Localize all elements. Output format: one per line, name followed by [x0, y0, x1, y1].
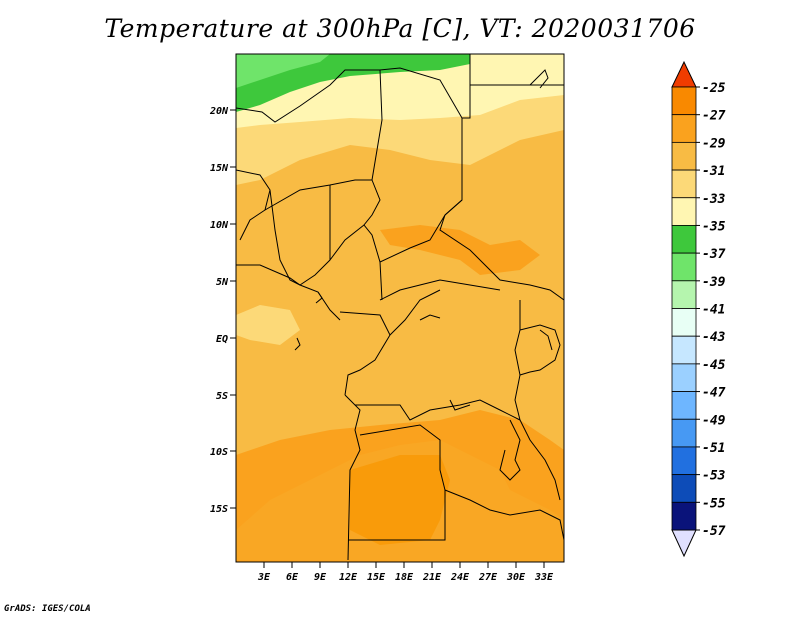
- colorbar-swatch: [671, 474, 697, 503]
- lon-label-27e: 27E: [478, 572, 498, 583]
- country-borders: [236, 54, 564, 561]
- field-patch-29-center: [380, 225, 540, 275]
- lon-label-9e: 9E: [314, 572, 327, 583]
- colorbar-label: -41: [702, 303, 725, 318]
- colorbar: -25 -27 -29 -31 -33 -35 -37 -39 -41 -43 -45 -47 -49 -…: [671, 60, 726, 558]
- colorbar-label: -57: [702, 524, 726, 539]
- colorbar-label: -29: [702, 136, 726, 151]
- lon-axis: 3E 6E 9E 12E 15E 18E 21E 24E 27E 30E 33E: [257, 562, 554, 583]
- colorbar-swatch: [671, 141, 697, 171]
- lon-label-21e: 21E: [422, 572, 442, 583]
- colorbar-swatch: [671, 280, 697, 309]
- lon-label-33e: 33E: [534, 572, 554, 583]
- colorbar-swatch: [671, 418, 697, 448]
- colorbar-top-arrow: [671, 60, 697, 88]
- colorbar-swatch: [671, 114, 697, 143]
- colorbar-label: -45: [702, 358, 726, 373]
- lat-label-20n: 20N: [209, 106, 229, 117]
- colorbar-swatch: [671, 335, 697, 365]
- lon-label-12e: 12E: [339, 572, 358, 583]
- lon-label-24e: 24E: [450, 572, 470, 583]
- colorbar-label: -43: [702, 330, 726, 345]
- colorbar-label: -25: [702, 81, 726, 96]
- colorbar-swatch: [671, 225, 697, 254]
- chart-title: Temperature at 300hPa [C], VT: 202003170…: [104, 14, 696, 43]
- lat-label-15n: 15N: [210, 163, 229, 174]
- grads-credit: GrADS: IGES/COLA: [4, 604, 91, 614]
- lon-label-6e: 6E: [286, 572, 299, 583]
- colorbar-label: -47: [702, 386, 726, 401]
- colorbar-swatch: [671, 197, 697, 226]
- colorbar-swatch: [671, 391, 697, 420]
- colorbar-swatch: [671, 446, 697, 476]
- colorbar-swatch: [671, 169, 697, 199]
- lat-label-5n: 5N: [216, 277, 229, 288]
- field-band-39: [236, 54, 330, 88]
- map-frame: [235, 53, 565, 563]
- colorbar-label: -37: [702, 247, 726, 262]
- lon-label-18e: 18E: [395, 572, 414, 583]
- lon-label-30e: 30E: [506, 572, 526, 583]
- colorbar-label: -49: [702, 413, 726, 428]
- colorbar-bottom-arrow: [671, 529, 697, 558]
- colorbar-label: -39: [702, 275, 726, 290]
- lat-label-10s: 10S: [210, 447, 228, 458]
- colorbar-swatch: [671, 308, 697, 337]
- lat-label-10n: 10N: [210, 220, 229, 231]
- colorbar-label: -31: [702, 164, 725, 179]
- lat-axis: 20N 15N 10N 5N EQ 5S 10S 15S: [209, 106, 236, 515]
- field-patch-27: [350, 455, 450, 545]
- colorbar-label: -35: [702, 219, 726, 234]
- field-patch-33-west: [236, 305, 300, 345]
- colorbar-label: -51: [702, 441, 725, 456]
- colorbar-label: -53: [702, 469, 726, 484]
- colorbar-swatch: [671, 501, 697, 531]
- lat-label-5s: 5S: [216, 391, 228, 402]
- colorbar-label: -33: [702, 192, 726, 207]
- colorbar-label: -55: [702, 496, 726, 511]
- colorbar-label: -27: [702, 109, 726, 124]
- lon-label-15e: 15E: [367, 572, 386, 583]
- colorbar-swatch: [671, 363, 697, 392]
- colorbar-swatch: [671, 252, 697, 282]
- lat-label-15s: 15S: [210, 504, 228, 515]
- lat-label-eq: EQ: [216, 334, 228, 345]
- lon-label-3e: 3E: [257, 572, 271, 583]
- colorbar-swatch: [671, 86, 697, 116]
- temperature-field: [236, 54, 564, 562]
